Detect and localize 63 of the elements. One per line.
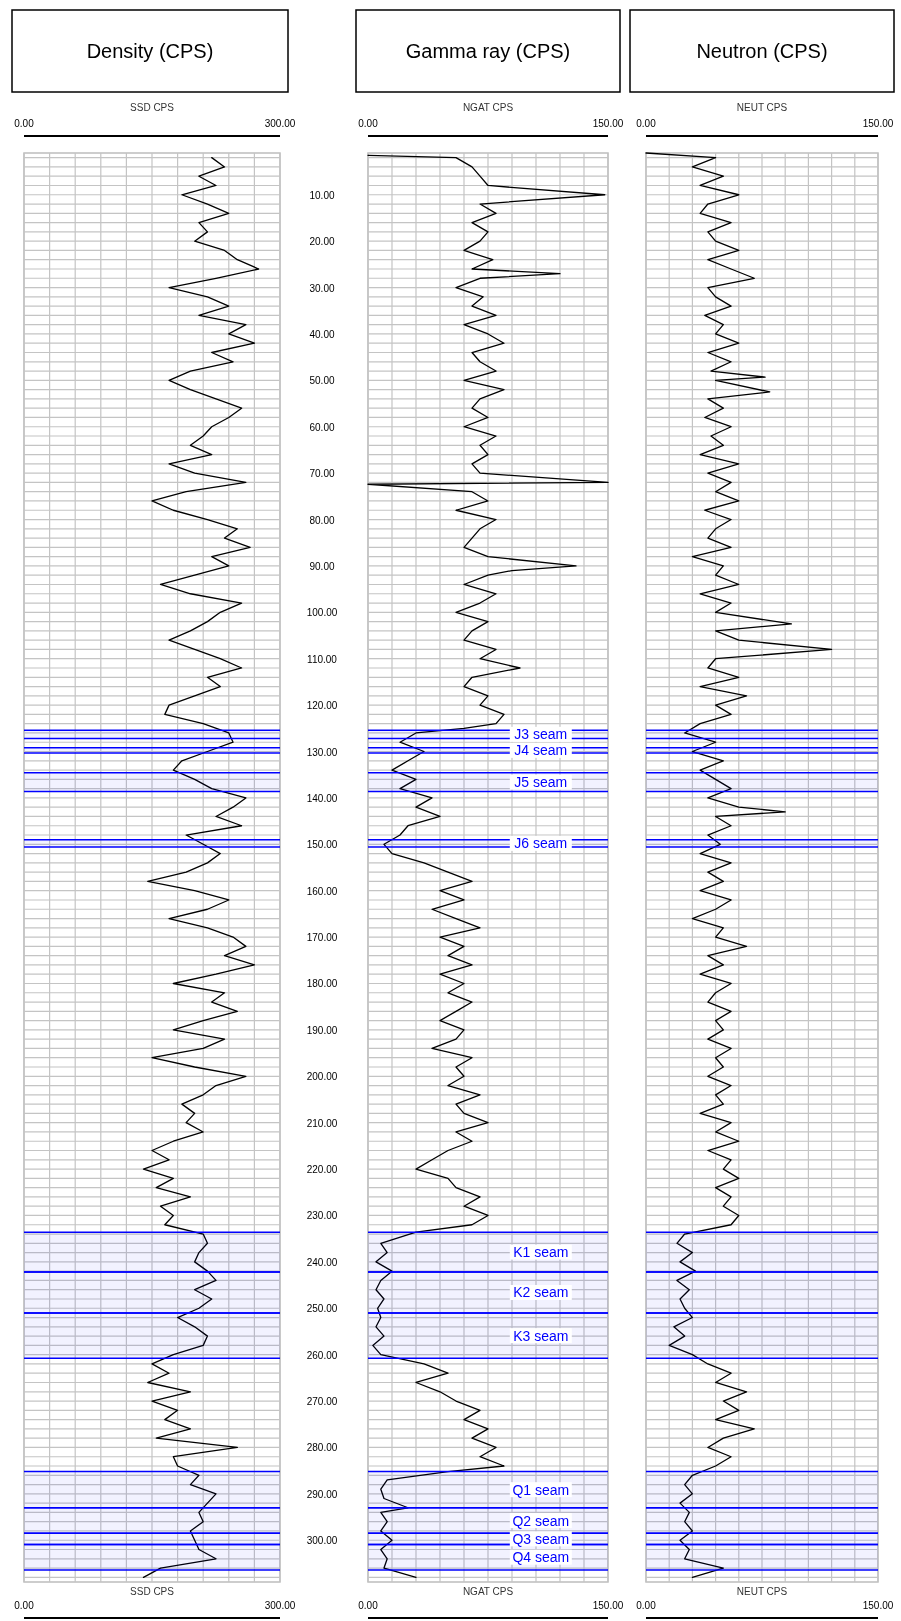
y-tick-label: 220.00 — [306, 1164, 338, 1176]
y-tick-label: 250.00 — [306, 1303, 338, 1315]
y-tick-label: 30.00 — [309, 282, 335, 294]
y-tick-label: 160.00 — [306, 885, 338, 897]
band-label: Q4 seam — [512, 1549, 570, 1566]
y-tick-label: 260.00 — [306, 1349, 338, 1361]
y-tick-label: 50.00 — [309, 375, 335, 387]
x2-tick-label: 0.00 — [636, 118, 657, 129]
x2-axis-title: NEUT CPS — [736, 102, 788, 113]
y-tick-label: 40.00 — [309, 328, 335, 340]
chart-title: Density (CPS) — [86, 40, 214, 62]
band-label: Q3 seam — [512, 1530, 570, 1547]
chart-title: Gamma ray (CPS) — [405, 40, 571, 62]
x-tick-label: 300.00 — [264, 1600, 296, 1611]
y-tick-label: 60.00 — [309, 421, 335, 433]
y-tick-label: 300.00 — [306, 1535, 338, 1547]
chart-title: Neutron (CPS) — [696, 40, 828, 62]
x-tick-label: 150.00 — [592, 1600, 624, 1611]
x-tick-label: 0.00 — [636, 1600, 657, 1611]
band-label: Q2 seam — [512, 1512, 570, 1529]
y-tick-label: 20.00 — [309, 236, 335, 248]
band-label: K1 seam — [513, 1244, 569, 1261]
y-tick-label: 240.00 — [306, 1256, 338, 1268]
band-label: K3 seam — [513, 1327, 569, 1344]
band-label: J3 seam — [514, 726, 568, 743]
y-tick-label: 140.00 — [306, 792, 338, 804]
x2-axis-title: NGAT CPS — [462, 102, 514, 113]
y-tick-label: 110.00 — [307, 653, 338, 665]
y-tick-label: 120.00 — [306, 700, 338, 712]
y-tick-label: 90.00 — [309, 560, 335, 572]
x2-tick-label: 0.00 — [358, 118, 379, 129]
x-tick-label: 150.00 — [862, 1600, 894, 1611]
y-tick-label: 200.00 — [306, 1071, 338, 1083]
y-tick-label: 190.00 — [306, 1024, 338, 1036]
x-tick-label: 0.00 — [14, 1600, 35, 1611]
x2-tick-label: 150.00 — [592, 118, 624, 129]
band-label: Q1 seam — [512, 1481, 570, 1498]
y-tick-label: 180.00 — [306, 978, 338, 990]
band-label: K2 seam — [513, 1284, 569, 1301]
y-tick-label: 80.00 — [309, 514, 335, 526]
y-tick-label: 290.00 — [306, 1488, 338, 1500]
x2-tick-label: 300.00 — [264, 118, 296, 129]
x-axis-title: NEUT CPS — [736, 1586, 788, 1597]
x2-axis-title: SSD CPS — [130, 102, 175, 113]
y-tick-label: 270.00 — [306, 1396, 338, 1408]
band-label: J6 seam — [514, 835, 568, 852]
x2-tick-label: 0.00 — [14, 118, 35, 129]
y-tick-label: 280.00 — [306, 1442, 338, 1454]
x-tick-label: 0.00 — [358, 1600, 379, 1611]
x-axis-title: NGAT CPS — [462, 1586, 514, 1597]
band-label: J4 seam — [514, 742, 568, 759]
y-tick-label: 130.00 — [306, 746, 338, 758]
x-axis-title: SSD CPS — [130, 1586, 175, 1597]
y-tick-label: 70.00 — [309, 468, 335, 480]
y-tick-label: 230.00 — [306, 1210, 338, 1222]
y-tick-label: 100.00 — [306, 607, 338, 619]
line-series — [142, 156, 260, 1579]
y-tick-label: 210.00 — [306, 1117, 338, 1129]
y-tick-label: 150.00 — [306, 839, 338, 851]
y-tick-label: 10.00 — [309, 189, 335, 201]
y-tick-label: 170.00 — [306, 932, 338, 944]
band-label: J5 seam — [514, 774, 568, 791]
x2-tick-label: 150.00 — [862, 118, 894, 129]
